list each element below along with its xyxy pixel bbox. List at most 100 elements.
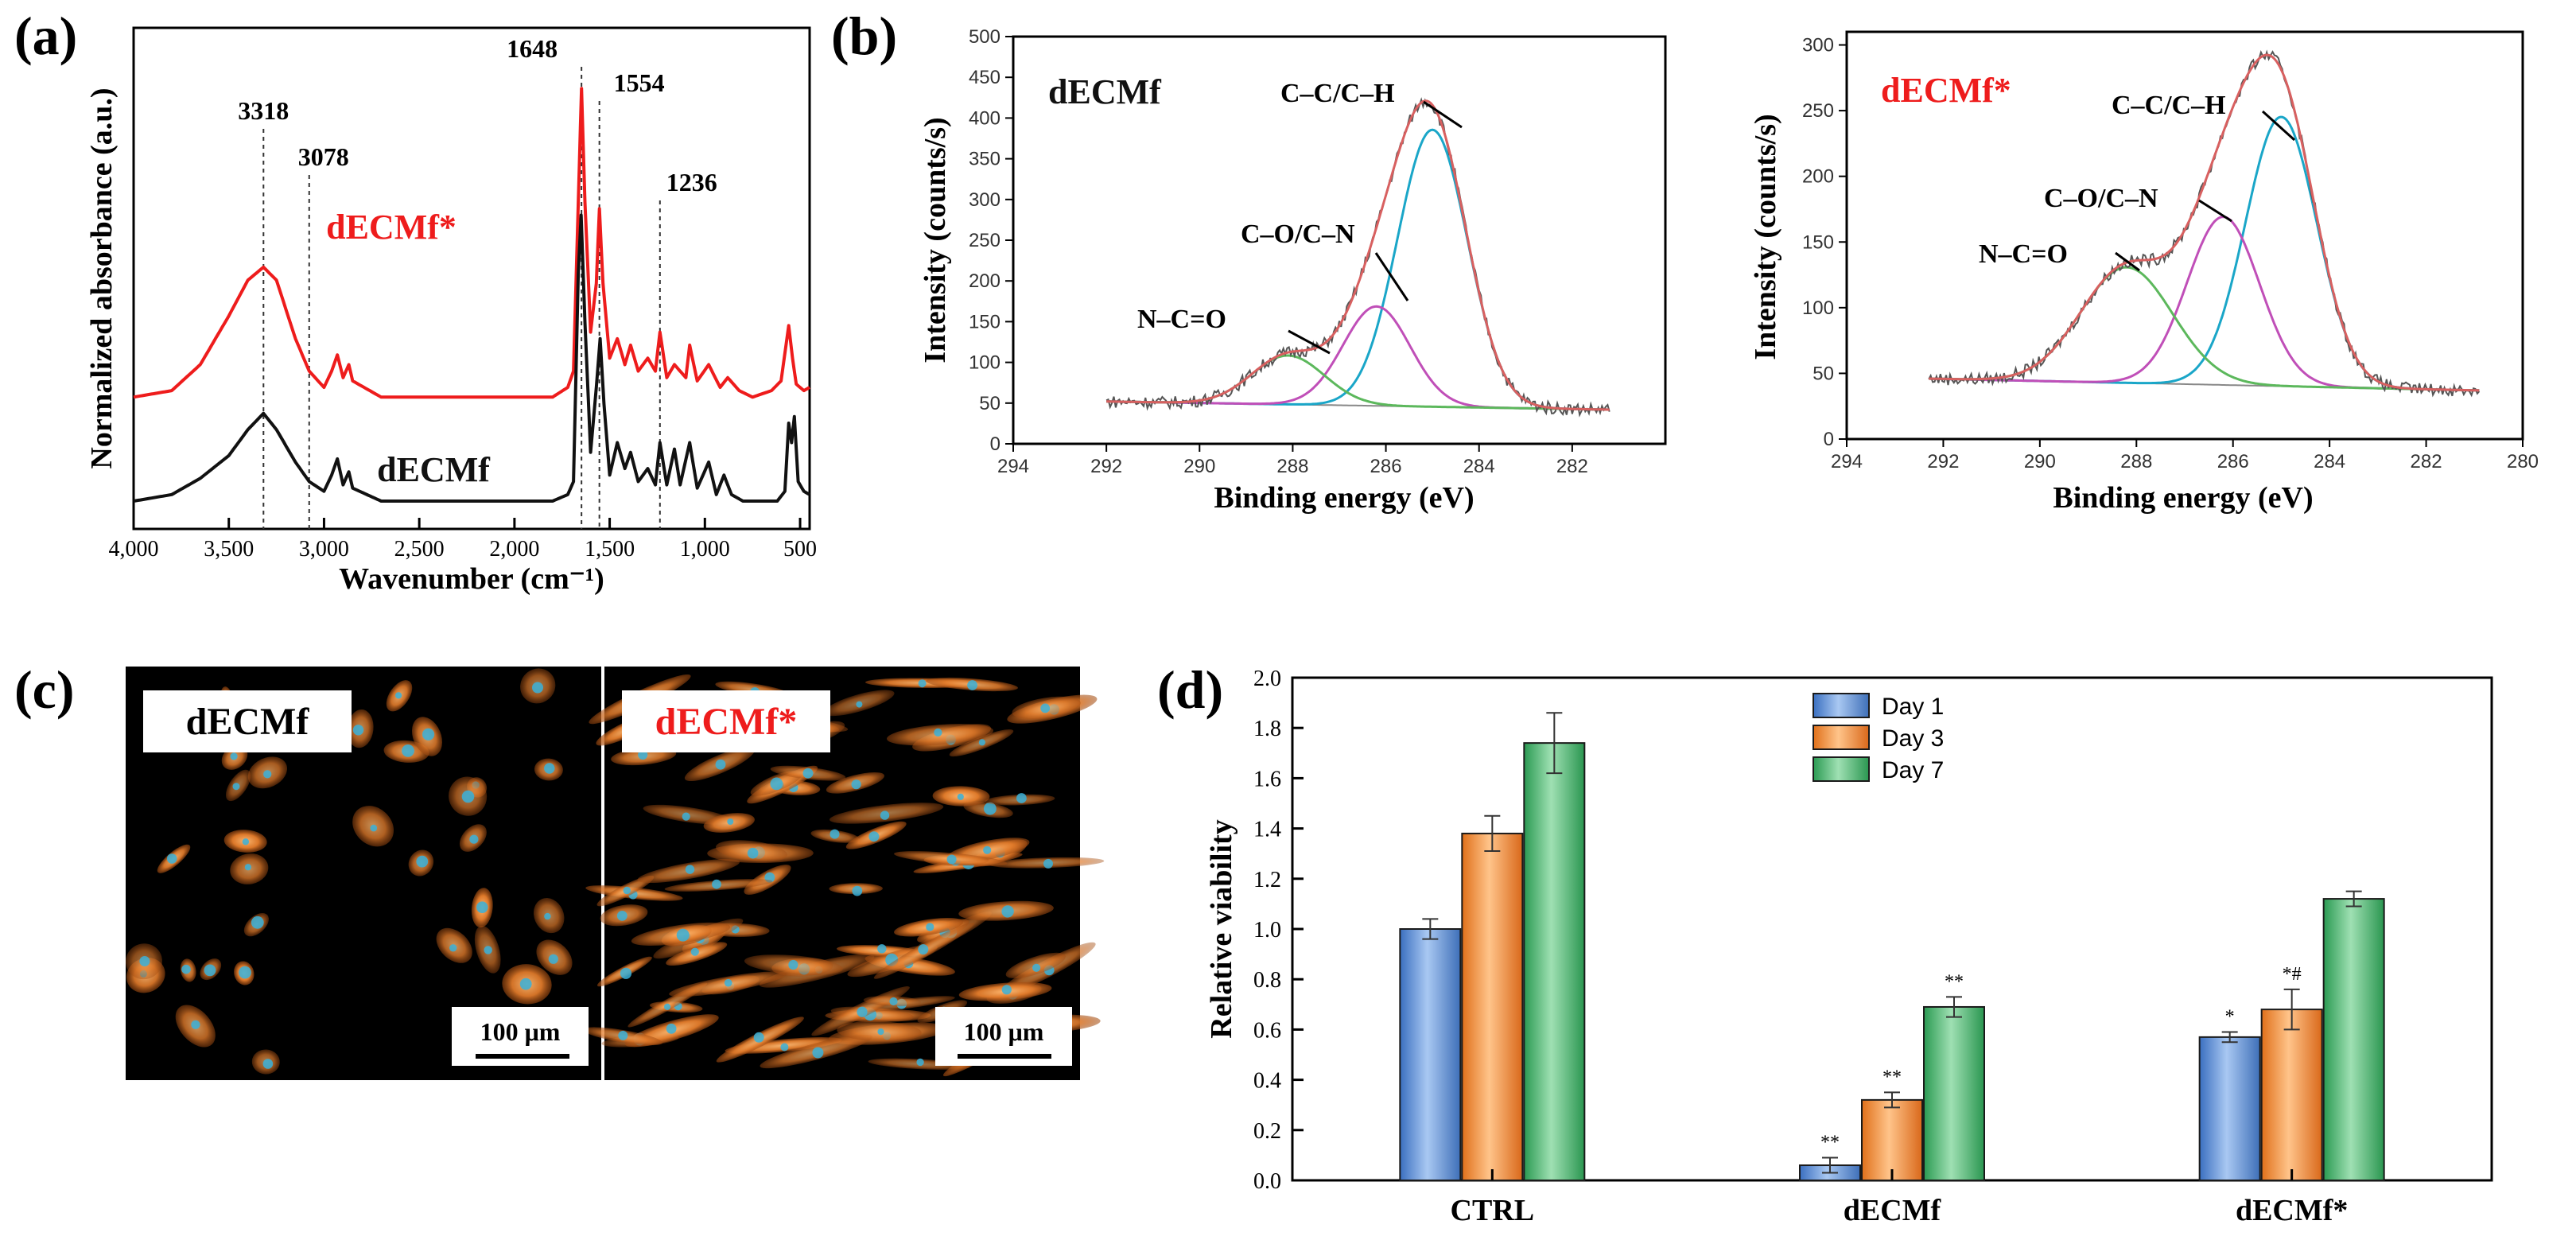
cell-nucleus: [484, 946, 492, 954]
cell-nucleus: [181, 964, 191, 974]
cell-nucleus: [967, 680, 977, 690]
cell-nucleus: [166, 853, 177, 864]
xps1-ytick-label: 150: [969, 311, 1000, 332]
bar-ytick-label: 0.6: [1253, 1018, 1281, 1043]
ftir-chart: 3318 3078 1648 1554 1236 4,000 3,500 3,000 2,50…: [85, 26, 817, 596]
fluorescence-images: dECMf dECMf* 100 μm 100 μm: [125, 667, 1105, 1080]
ftir-xtick-label: 2,000: [489, 537, 539, 562]
xps1-ytick-label: 0: [990, 433, 1000, 455]
ftir-peak-label: 3318: [238, 96, 289, 125]
significance-mark: *: [2225, 1007, 2235, 1028]
xps1-y-axis-title: Intensity (counts/s): [919, 117, 952, 363]
cell-nucleus: [1016, 793, 1027, 803]
xps-chart-dECMf: 294 292 290 288 286 284 282 0 50 100 150 200 250 300 3…: [919, 26, 1667, 515]
cell-nucleus: [983, 845, 992, 854]
xps1-x-axis-title: Binding energy (eV): [1214, 481, 1474, 515]
cell-nucleus: [352, 725, 364, 736]
bar-ytick-label: 0.4: [1253, 1069, 1281, 1094]
xps2-ytick-label: 200: [1802, 166, 1834, 188]
cell-nucleus: [532, 682, 543, 694]
xps1-ytick-label: 200: [969, 270, 1000, 292]
cell-nucleus: [548, 954, 558, 964]
xps1-xtick-label: 286: [1370, 456, 1402, 477]
xps2-y-axis-title: Intensity (counts/s): [1749, 114, 1782, 360]
xps2-envelope-fit: [1929, 53, 2480, 392]
xps1-label-co: C–O/C–N: [1241, 220, 1355, 249]
xps2-label-nco: N–C=O: [1979, 239, 2068, 269]
xps2-xtick-label: 280: [2507, 451, 2539, 472]
xps1-xtick-label: 294: [997, 456, 1029, 477]
scalebar-text-left: 100 μm: [480, 1017, 561, 1046]
cell-nucleus: [877, 1028, 884, 1036]
xps2-arrow-cc: [2261, 110, 2296, 142]
cell-nucleus: [232, 783, 240, 791]
xps2-xtick-label: 282: [2411, 451, 2442, 472]
cell-nucleus: [139, 956, 150, 966]
xps2-arrow-nco: [2115, 251, 2140, 272]
cell-nucleus: [978, 739, 985, 746]
xps2-ytick-label: 0: [1824, 429, 1834, 450]
cell-nucleus: [916, 1058, 924, 1067]
legend-label: Day 1: [1882, 694, 1944, 720]
ftir-peak-label: 1648: [507, 34, 558, 63]
cell-nucleus: [889, 997, 898, 1006]
cell-nucleus: [682, 812, 690, 821]
cell-nucleus: [239, 966, 251, 979]
xps1-arrow-nco: [1288, 329, 1331, 355]
xps1-ytick-label: 300: [969, 189, 1000, 211]
xps1-envelope-fit: [1106, 99, 1610, 411]
cell-nucleus: [830, 829, 840, 839]
cell-nucleus: [690, 947, 699, 956]
xps2-xtick-label: 294: [1831, 451, 1863, 472]
ftir-series-label-dECMf-star: dECMf*: [326, 208, 457, 247]
bar-category-label: CTRL: [1451, 1194, 1535, 1227]
cell-nucleus: [880, 810, 890, 820]
cell-nucleus: [715, 759, 726, 770]
ftir-xtick-label: 3,500: [204, 537, 254, 562]
ftir-xtick-label: 1,500: [585, 537, 635, 562]
xps1-label-nco: N–C=O: [1137, 305, 1226, 334]
xps1-ytick-label: 450: [969, 67, 1000, 88]
scalebar-left: [476, 1054, 569, 1059]
cell-nucleus: [666, 1023, 677, 1034]
bar-ytick-label: 0.8: [1253, 968, 1281, 993]
cell-nucleus: [416, 855, 429, 868]
cell-nucleus: [727, 818, 734, 825]
cell-nucleus: [620, 967, 632, 979]
bar-ytick-label: 1.4: [1253, 818, 1281, 842]
cell-nucleus: [469, 834, 479, 844]
cell-nucleus: [1043, 858, 1053, 869]
xps1-title: dECMf: [1048, 72, 1162, 111]
ftir-y-axis-title: Normalized absorbance (a.u.): [85, 87, 119, 468]
cell-nucleus: [623, 886, 631, 895]
cell-nucleus: [191, 1020, 200, 1029]
cell-nucleus: [618, 1030, 628, 1040]
legend-swatch: [1813, 693, 1870, 718]
xps1-arrow-cc: [1423, 100, 1463, 129]
xps2-plot-frame: [1845, 30, 2524, 441]
significance-mark: **: [1882, 1067, 1902, 1087]
bar: [1399, 928, 1462, 1181]
xps1-ytick-label: 500: [969, 26, 1000, 48]
cell-nucleus: [395, 692, 402, 699]
cell-nucleus: [664, 1003, 671, 1010]
xps2-ytick-label: 50: [1813, 363, 1834, 384]
xps1-xtick-label: 290: [1183, 456, 1215, 477]
cell-nucleus: [851, 779, 861, 790]
legend-swatch: [1813, 756, 1870, 782]
panel-label-b: (b): [831, 6, 897, 66]
cell-nucleus: [544, 912, 551, 920]
bar-category-label: dECMf: [1844, 1194, 1942, 1227]
significance-mark: **: [1820, 1133, 1840, 1153]
legend-swatch: [1813, 725, 1870, 750]
cell-nucleus: [918, 944, 929, 955]
xps1-ytick-label: 350: [969, 149, 1000, 170]
bar-category-label: dECMf*: [2236, 1194, 2348, 1227]
image-label-right: dECMf*: [655, 701, 798, 743]
bar: [1923, 1005, 1985, 1181]
ftir-peak-label: 3078: [298, 142, 349, 171]
cell-nucleus: [685, 865, 695, 874]
bar: [1523, 742, 1586, 1181]
image-label-left: dECMf: [186, 701, 310, 743]
